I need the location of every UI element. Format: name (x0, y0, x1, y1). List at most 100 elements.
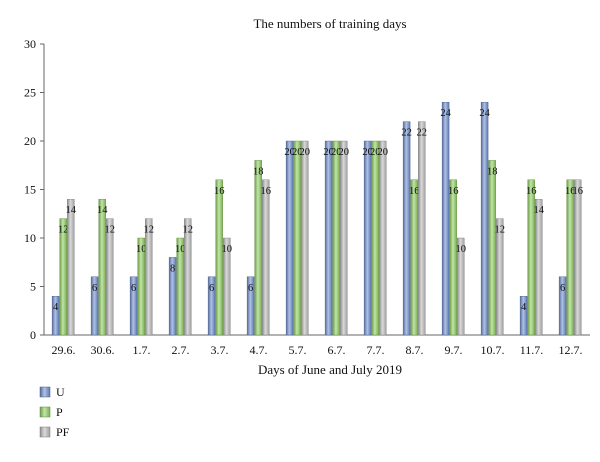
bar-u-8-7 (402, 121, 411, 336)
y-tick-label: 0 (30, 328, 36, 342)
y-tick-label: 10 (24, 231, 36, 245)
bar-pf-7-7 (379, 140, 387, 336)
bar-p-3-7 (215, 179, 223, 336)
bar-p-11-7 (527, 179, 535, 336)
bar-p-12-7 (566, 179, 574, 336)
bar-p-30-6 (98, 198, 106, 336)
data-label: 12 (58, 225, 69, 236)
x-tick-label: 4.7. (250, 343, 268, 357)
y-axis-ticks: 0 5 10 15 20 25 30 (24, 37, 44, 342)
legend-label-p: P (56, 405, 63, 419)
bar-p-29-6 (59, 218, 67, 336)
bar-p-10-7 (488, 160, 496, 336)
data-label: 20 (284, 147, 295, 158)
data-label: 16 (214, 186, 225, 197)
data-label: 4 (53, 302, 59, 313)
bar-p-1-7 (137, 237, 145, 336)
bar-pf-10-7 (496, 218, 504, 336)
chart-title: The numbers of training days (253, 16, 406, 31)
data-label: 8 (170, 263, 175, 274)
bar-p-8-7 (410, 179, 418, 336)
y-tick-label: 30 (24, 37, 36, 51)
data-label: 22 (417, 128, 428, 139)
y-tick-label: 25 (24, 86, 36, 100)
data-label: 10 (175, 244, 186, 255)
data-label: 14 (66, 205, 77, 216)
x-axis-ticks: 29.6. 30.6. 1.7. 2.7. 3.7. 4.7. 5.7. 6.7. 7.7. 8.… (52, 343, 583, 357)
bar-u-4-7 (246, 276, 255, 336)
data-label: 20 (370, 147, 381, 158)
bar-p-9-7 (449, 179, 457, 336)
bar-u-2-7 (168, 257, 177, 336)
data-label: 6 (92, 283, 97, 294)
x-tick-label: 12.7. (559, 343, 583, 357)
data-label: 14 (97, 205, 108, 216)
legend-swatch-u (39, 386, 51, 398)
data-label: 10 (222, 244, 233, 255)
bar-pf-29-6 (67, 198, 75, 336)
data-label: 16 (261, 186, 272, 197)
bar-u-5-7 (285, 140, 294, 336)
bar-u-6-7 (324, 140, 333, 336)
bar-p-2-7 (176, 237, 184, 336)
x-tick-label: 9.7. (445, 343, 463, 357)
data-label: 16 (573, 186, 584, 197)
x-tick-label: 1.7. (133, 343, 151, 357)
x-tick-label: 30.6. (91, 343, 115, 357)
data-label: 20 (362, 147, 373, 158)
data-label: 10 (136, 244, 147, 255)
legend-label-pf: PF (56, 425, 70, 439)
bar-p-4-7 (254, 160, 262, 336)
data-label: 6 (248, 283, 253, 294)
bar-pf-12-7 (574, 179, 582, 336)
data-label: 20 (339, 147, 350, 158)
bar-pf-2-7 (184, 218, 192, 336)
bar-pf-11-7 (535, 198, 543, 336)
x-axis-label: Days of June and July 2019 (258, 362, 402, 377)
data-label: 18 (253, 166, 264, 177)
data-label: 18 (487, 166, 498, 177)
data-label: 20 (331, 147, 342, 158)
data-label: 20 (300, 147, 311, 158)
bar-p-5-7 (293, 140, 301, 336)
data-label: 6 (209, 283, 214, 294)
data-label: 16 (565, 186, 576, 197)
data-label: 16 (448, 186, 459, 197)
bar-pf-1-7 (145, 218, 153, 336)
x-tick-label: 5.7. (289, 343, 307, 357)
bar-pf-4-7 (262, 179, 270, 336)
x-tick-label: 29.6. (52, 343, 76, 357)
x-tick-label: 2.7. (172, 343, 190, 357)
bar-pf-8-7 (418, 121, 426, 336)
y-tick-label: 5 (30, 280, 36, 294)
legend-label-u: U (56, 385, 65, 399)
bar-u-12-7 (558, 276, 567, 336)
data-label: 20 (323, 147, 334, 158)
data-label: 16 (409, 186, 420, 197)
bar-u-30-6 (90, 276, 99, 336)
bar-p-6-7 (332, 140, 340, 336)
bar-pf-9-7 (457, 237, 465, 336)
data-label: 24 (440, 108, 451, 119)
bar-pf-3-7 (223, 237, 231, 336)
bar-u-7-7 (363, 140, 372, 336)
data-label: 20 (292, 147, 303, 158)
data-label: 24 (479, 108, 490, 119)
y-tick-label: 15 (24, 183, 36, 197)
x-tick-label: 11.7. (520, 343, 544, 357)
bar-u-1-7 (129, 276, 138, 336)
data-label: 12 (183, 225, 194, 236)
bar-p-7-7 (371, 140, 379, 336)
x-tick-label: 7.7. (367, 343, 385, 357)
legend: UP PF (39, 385, 70, 439)
y-tick-label: 20 (24, 134, 36, 148)
legend-swatch-pf (39, 426, 51, 438)
data-label: 12 (144, 225, 155, 236)
legend-swatch-p (39, 406, 51, 418)
data-label: 4 (521, 302, 527, 313)
data-label: 16 (526, 186, 537, 197)
bar-pf-30-6 (106, 218, 114, 336)
data-label: 6 (560, 283, 565, 294)
